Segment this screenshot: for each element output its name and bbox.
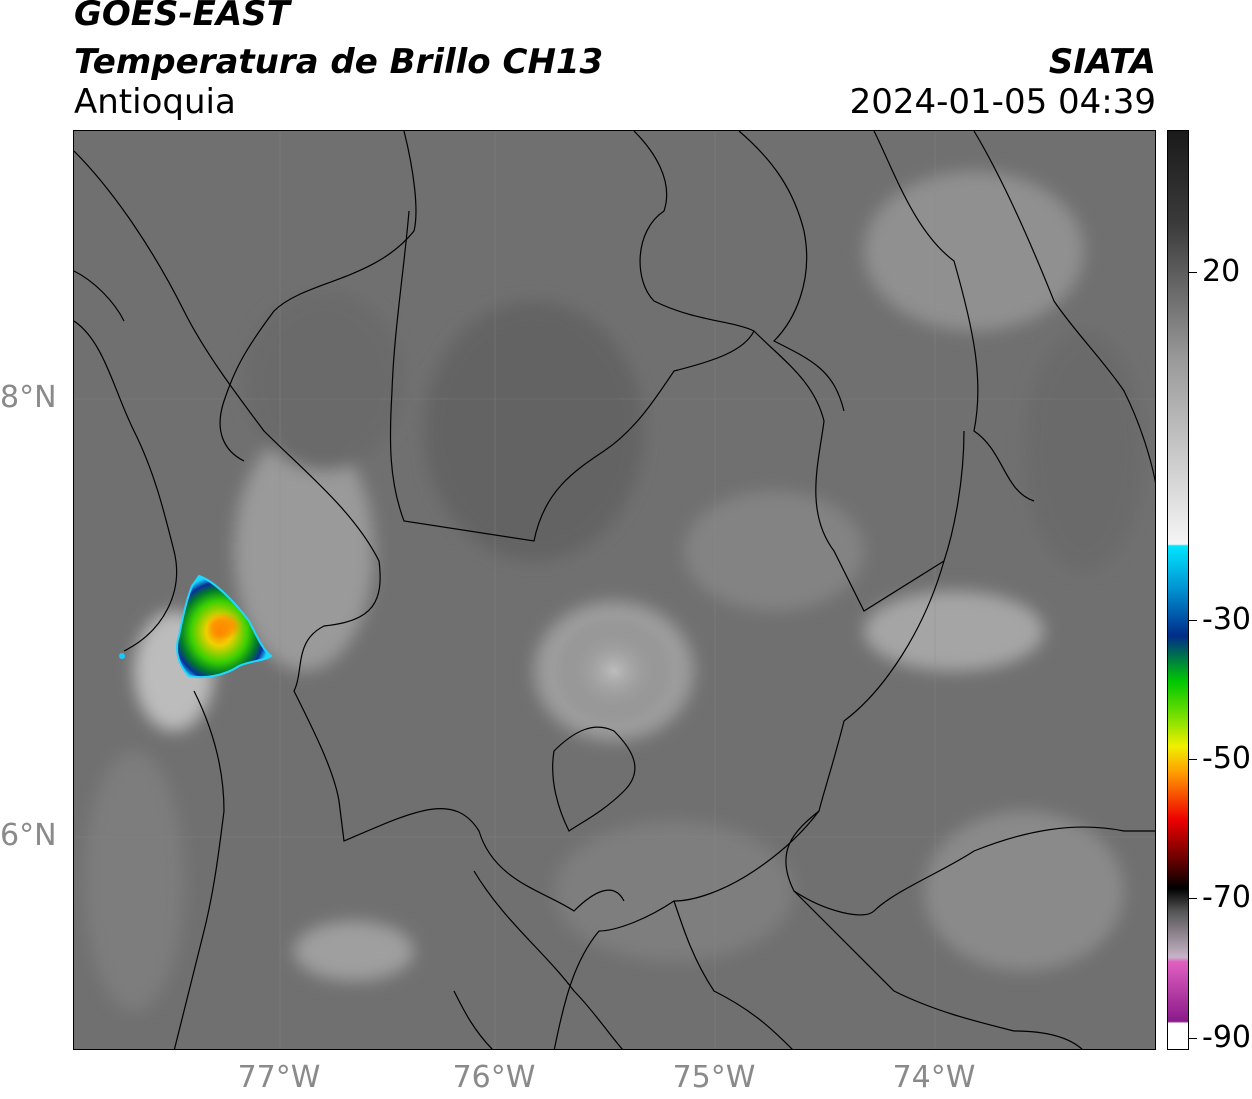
political-boundaries	[74, 131, 1155, 1049]
lat-label-6n: 6°N	[0, 818, 57, 853]
graticule	[74, 131, 1155, 1049]
lon-label-77w: 77°W	[237, 1060, 321, 1095]
lon-label-76w: 76°W	[452, 1060, 536, 1095]
cbar-tick	[1189, 898, 1197, 899]
cbar-label-20: 20	[1202, 254, 1241, 289]
lon-label-75w: 75°W	[672, 1060, 756, 1095]
cbar-label-minus90: -90	[1202, 1020, 1251, 1055]
temperature-colorbar	[1167, 130, 1189, 1050]
cbar-tick	[1189, 1038, 1197, 1039]
cbar-label-minus50: -50	[1202, 741, 1251, 776]
cbar-label-minus70: -70	[1202, 880, 1251, 915]
lat-label-8n: 8°N	[0, 380, 57, 415]
satellite-map[interactable]	[73, 130, 1156, 1050]
bright-cloud-patch	[554, 616, 674, 726]
cbar-tick	[1189, 759, 1197, 760]
agency-label: SIATA	[1048, 42, 1156, 82]
cbar-label-minus30: -30	[1202, 602, 1251, 637]
region-subtitle: Antioquia	[74, 82, 236, 122]
product-title: Temperatura de Brillo CH13	[74, 42, 604, 82]
cbar-tick	[1189, 620, 1197, 621]
datetime-label: 2024-01-05 04:39	[849, 82, 1156, 122]
satellite-title: GOES-EAST	[74, 0, 290, 34]
cbar-tick	[1189, 272, 1197, 273]
map-canvas	[74, 131, 1155, 1049]
lon-label-74w: 74°W	[892, 1060, 976, 1095]
convective-storm-cell	[119, 574, 273, 679]
